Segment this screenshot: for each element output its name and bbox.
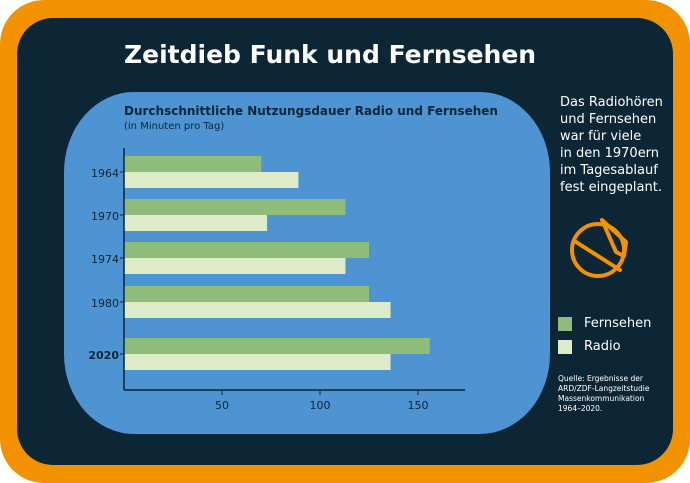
bar-fernsehen-1964 [124, 156, 262, 172]
side-caption-line: im Tagesablauf [560, 163, 658, 178]
side-caption-line: fest eingeplant. [560, 180, 662, 195]
side-caption-line: in den 1970ern [560, 146, 660, 161]
y-tick-label-1974: 1974 [91, 253, 119, 266]
legend-swatch-fernsehen [558, 316, 572, 331]
legend-label: Fernsehen [584, 316, 652, 331]
y-tick-label-1970: 1970 [91, 210, 119, 223]
bar-radio-1964 [124, 172, 299, 188]
bar-fernsehen-1974 [124, 242, 369, 258]
x-tick-label-50: 50 [215, 399, 229, 412]
legend-label: Radio [584, 339, 621, 354]
side-caption-line: und Fernsehen [560, 112, 657, 127]
legend: Fernsehen Radio [558, 312, 651, 358]
bar-radio-1980 [124, 302, 391, 318]
source-note: Quelle: Ergebnisse der ARD/ZDF-Langzeits… [558, 374, 650, 414]
side-caption-line: Das Radiohören [560, 95, 663, 110]
side-caption: Das Radiohören und Fernsehen war für vie… [560, 94, 680, 196]
bar-fernsehen-1970 [124, 199, 346, 215]
bar-radio-2020 [124, 354, 391, 370]
legend-item-radio: Radio [558, 335, 651, 358]
bar-radio-1970 [124, 215, 268, 231]
source-line: 1964–2020. [558, 404, 603, 413]
legend-item-fernsehen: Fernsehen [558, 312, 651, 335]
source-line: Quelle: Ergebnisse der [558, 374, 643, 383]
chart-subtitle: Durchschnittliche Nutzungsdauer Radio un… [124, 104, 498, 118]
bar-fernsehen-1980 [124, 286, 369, 302]
bar-radio-1974 [124, 258, 346, 274]
source-line: Massenkommunikation [558, 394, 645, 403]
side-caption-line: war für viele [560, 129, 642, 144]
chart-unit: (in Minuten pro Tag) [124, 121, 225, 132]
source-line: ARD/ZDF-Langzeitstudie [558, 384, 650, 393]
bar-fernsehen-2020 [124, 338, 430, 354]
legend-swatch-radio [558, 339, 572, 354]
y-tick-label-1964: 1964 [91, 167, 119, 180]
page-title: Zeitdieb Funk und Fernsehen [124, 40, 537, 69]
y-tick-label-1980: 1980 [91, 297, 119, 310]
x-tick-label-150: 150 [408, 399, 429, 412]
tv-antenna-icon [570, 218, 628, 278]
x-tick-label-100: 100 [310, 399, 331, 412]
y-tick-label-2020: 2020 [88, 349, 119, 362]
